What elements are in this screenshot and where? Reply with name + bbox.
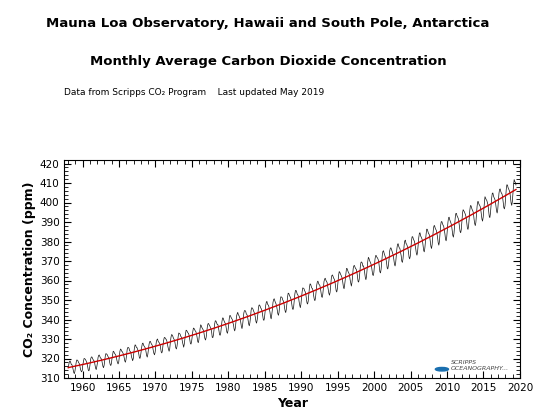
Y-axis label: CO₂ Concentration (ppm): CO₂ Concentration (ppm) (23, 181, 35, 357)
Text: Mauna Loa Observatory, Hawaii and South Pole, Antarctica: Mauna Loa Observatory, Hawaii and South … (46, 17, 490, 30)
X-axis label: Year: Year (277, 397, 308, 410)
Text: Data from Scripps CO₂ Program    Last updated May 2019: Data from Scripps CO₂ Program Last updat… (64, 88, 325, 97)
Text: SCRIPPS
OCEANOGRAPHY...: SCRIPPS OCEANOGRAPHY... (451, 360, 509, 371)
Circle shape (435, 368, 449, 371)
Text: Monthly Average Carbon Dioxide Concentration: Monthly Average Carbon Dioxide Concentra… (90, 55, 446, 68)
